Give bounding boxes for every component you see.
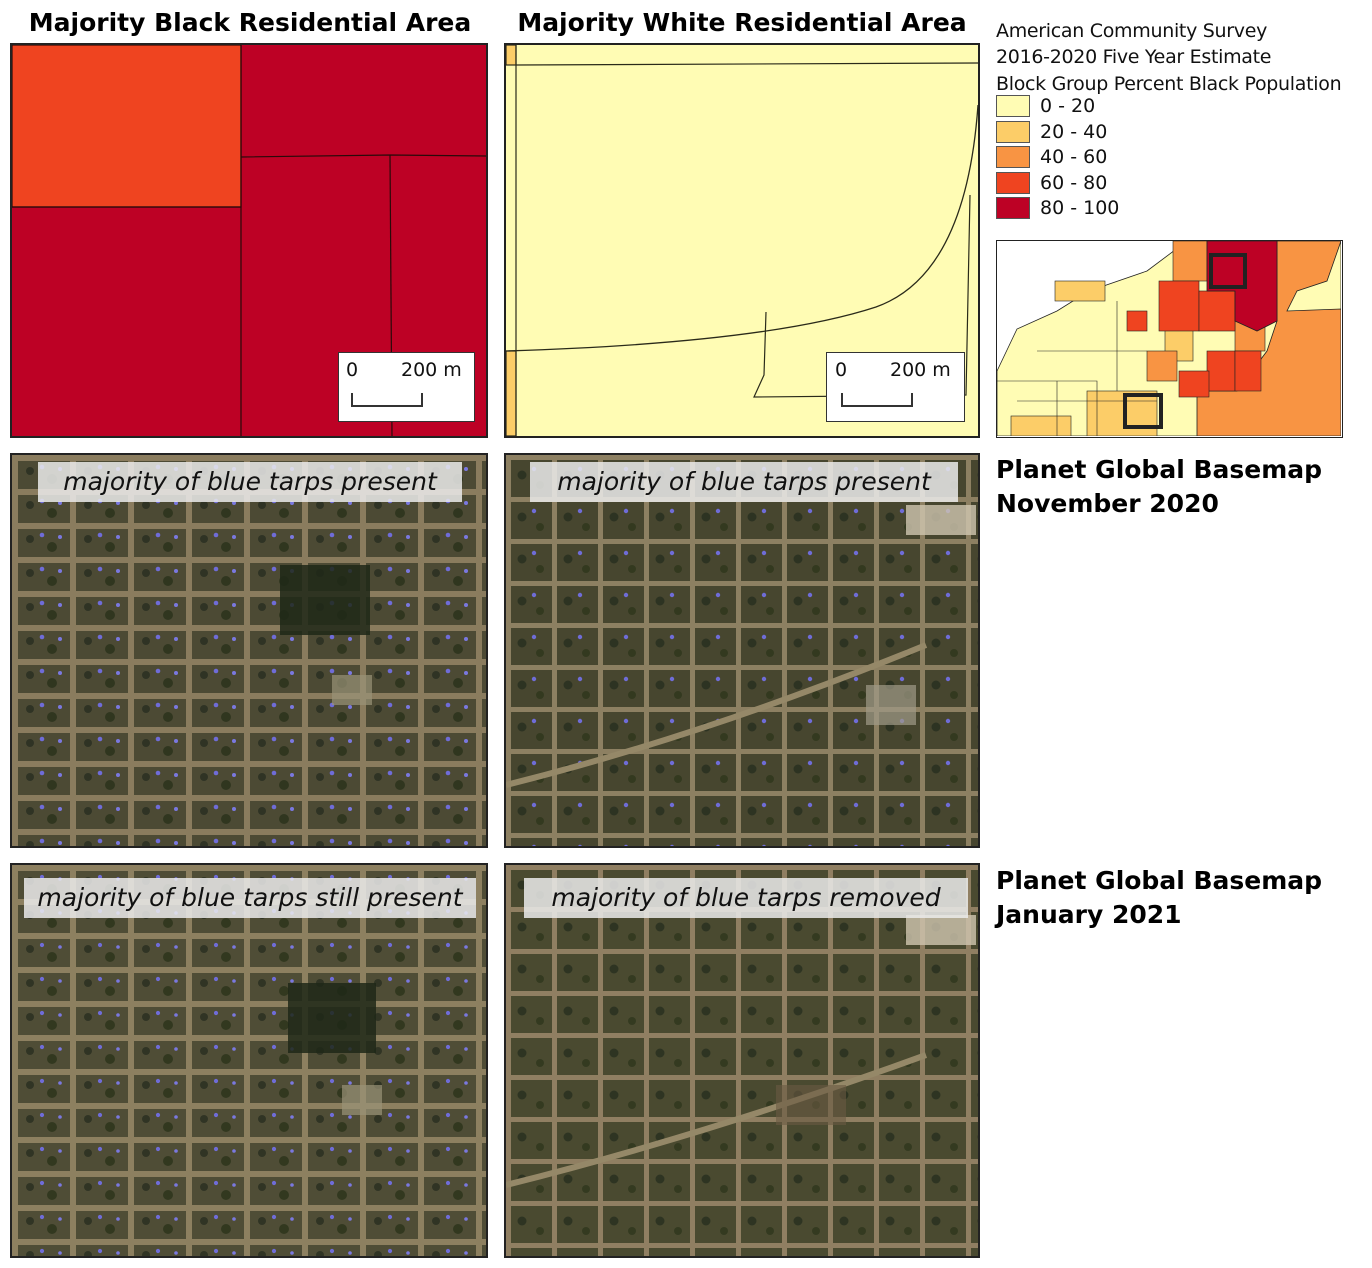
scale-bar-start-label: 0: [346, 359, 359, 381]
legend-title-line-3: Block Group Percent Black Population: [996, 73, 1342, 95]
legend-title-line-1: American Community Survey: [996, 20, 1268, 42]
caption-white-area-nov2020: majority of blue tarps present: [530, 462, 958, 502]
locator-box-white-area: [1123, 393, 1163, 429]
satellite-image-white-area-jan2021: [504, 863, 980, 1258]
block-group-20-40: [506, 350, 517, 436]
legend-swatch: [996, 120, 1030, 143]
legend-label: 60 - 80: [1040, 171, 1108, 194]
legend-item: 20 - 40: [996, 120, 1108, 143]
legend-item: 80 - 100: [996, 197, 1119, 219]
satellite-image-black-area-nov2020: [10, 453, 488, 848]
locator-box-black-area: [1209, 253, 1247, 289]
legend-label: 80 - 100: [1040, 197, 1120, 219]
caption-black-area-jan2021: majority of blue tarps still present: [24, 878, 476, 918]
scale-bar-end-label: 200 m: [890, 359, 951, 381]
legend-swatch: [996, 95, 1030, 117]
scale-bar-line: [841, 393, 913, 407]
legend-swatch: [996, 197, 1030, 219]
nov2020-row-title-line-2: November 2020: [996, 489, 1219, 518]
block-group-20-40: [506, 45, 517, 66]
scale-bar-line: [351, 393, 423, 407]
scale-bar: 0 200 m: [826, 352, 965, 422]
jan2021-row-title-line-2: January 2021: [996, 900, 1182, 929]
scale-bar: 0 200 m: [338, 352, 475, 422]
overview-inset-map: [996, 240, 1343, 438]
legend-item: 0 - 20: [996, 95, 1095, 117]
jan2021-row-title-line-1: Planet Global Basemap: [996, 866, 1323, 895]
legend-title-line-2: 2016-2020 Five Year Estimate: [996, 46, 1272, 68]
white-area-map-title: Majority White Residential Area: [517, 8, 967, 37]
scale-bar-start-label: 0: [835, 359, 848, 381]
legend-label: 0 - 20: [1040, 95, 1096, 117]
caption-black-area-nov2020: majority of blue tarps present: [38, 462, 462, 502]
legend-swatch: [996, 171, 1030, 194]
legend-swatch: [996, 146, 1030, 168]
black-area-map-title: Majority Black Residential Area: [28, 8, 472, 37]
legend-item: 40 - 60: [996, 146, 1107, 168]
legend-label: 40 - 60: [1040, 146, 1108, 168]
legend-label: 20 - 40: [1040, 120, 1108, 143]
satellite-image-white-area-nov2020: [504, 453, 980, 848]
caption-white-area-jan2021: majority of blue tarps removed: [524, 878, 968, 918]
nov2020-row-title-line-1: Planet Global Basemap: [996, 455, 1323, 484]
legend-item: 60 - 80: [996, 171, 1108, 194]
satellite-image-black-area-jan2021: [10, 863, 488, 1258]
block-group-60-80: [12, 45, 242, 208]
scale-bar-end-label: 200 m: [401, 359, 462, 381]
